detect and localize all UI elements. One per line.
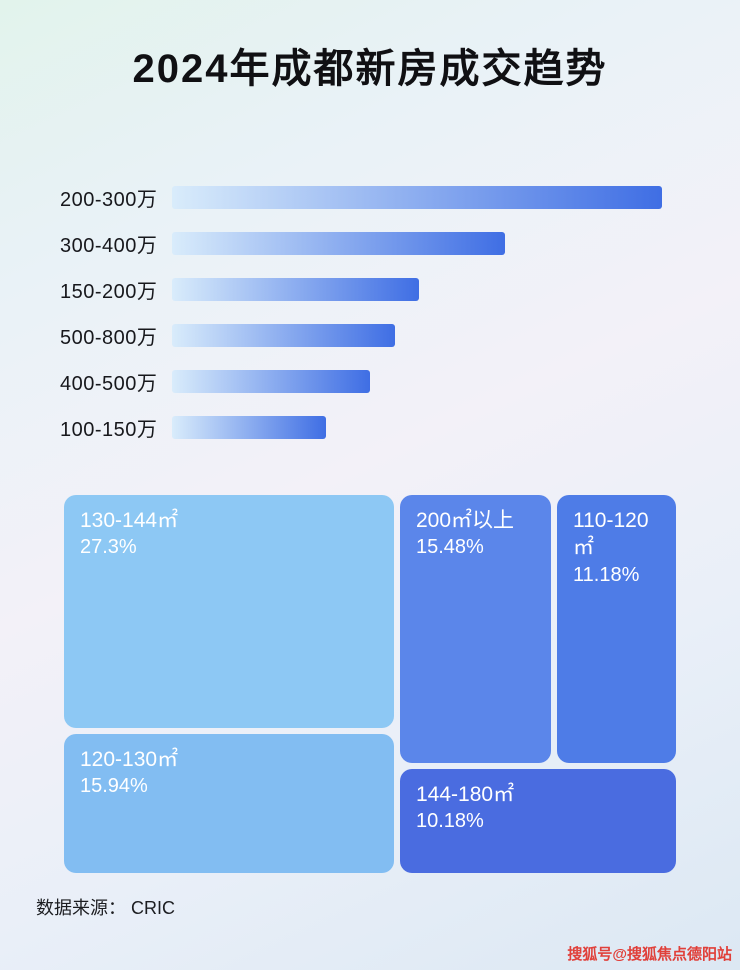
bar-row: 300-400万: [0, 220, 740, 266]
price-range-bar-chart: 200-300万 300-400万 150-200万 500-800万 400-…: [0, 174, 740, 450]
bar-track: [172, 369, 662, 393]
block-label: 130-144㎡: [80, 509, 179, 532]
treemap-block-144-180: 144-180㎡ 10.18%: [400, 769, 676, 873]
bar: [172, 415, 327, 439]
bar-track: [172, 415, 662, 439]
treemap-block-110-120: 110-120㎡ 11.18%: [557, 495, 676, 763]
block-label: 110-120㎡: [573, 509, 649, 560]
bar-track: [172, 231, 662, 255]
bar: [172, 277, 420, 301]
bar: [172, 369, 371, 393]
bar-category-label: 200-300万: [60, 188, 158, 211]
bar-row: 200-300万: [0, 174, 740, 220]
block-value: 10.18%: [416, 810, 484, 833]
bar-category-label: 500-800万: [60, 326, 158, 349]
treemap-block-200-plus: 200㎡以上 15.48%: [400, 495, 551, 763]
block-value: 15.48%: [416, 536, 484, 559]
treemap-block-120-130: 120-130㎡ 15.94%: [64, 734, 394, 873]
watermark: 搜狐号@搜狐焦点德阳站: [567, 946, 732, 963]
bar-row: 500-800万: [0, 312, 740, 358]
block-label: 200㎡以上: [416, 509, 515, 532]
bar-category-label: 300-400万: [60, 234, 158, 257]
page-title: 2024年成都新房成交趋势: [132, 47, 608, 91]
treemap-block-130-144: 130-144㎡ 27.3%: [64, 495, 394, 728]
bar-category-label: 150-200万: [60, 280, 158, 303]
bar-track: [172, 277, 662, 301]
bar-category-label: 100-150万: [60, 418, 158, 441]
data-source-note: 数据来源： CRIC: [36, 898, 175, 918]
bar: [172, 231, 506, 255]
bar: [172, 185, 662, 209]
block-value: 15.94%: [80, 775, 148, 798]
block-value: 27.3%: [80, 536, 137, 559]
block-label: 144-180㎡: [416, 783, 515, 806]
bar: [172, 323, 395, 347]
bar-row: 100-150万: [0, 404, 740, 450]
block-value: 11.18%: [573, 563, 640, 586]
bar-track: [172, 323, 662, 347]
bar-category-label: 400-500万: [60, 372, 158, 395]
bar-track: [172, 185, 662, 209]
bar-row: 150-200万: [0, 266, 740, 312]
bar-row: 400-500万: [0, 358, 740, 404]
area-range-treemap: 130-144㎡ 27.3% 200㎡以上 15.48% 110-120㎡ 11…: [64, 495, 676, 873]
block-label: 120-130㎡: [80, 748, 179, 771]
